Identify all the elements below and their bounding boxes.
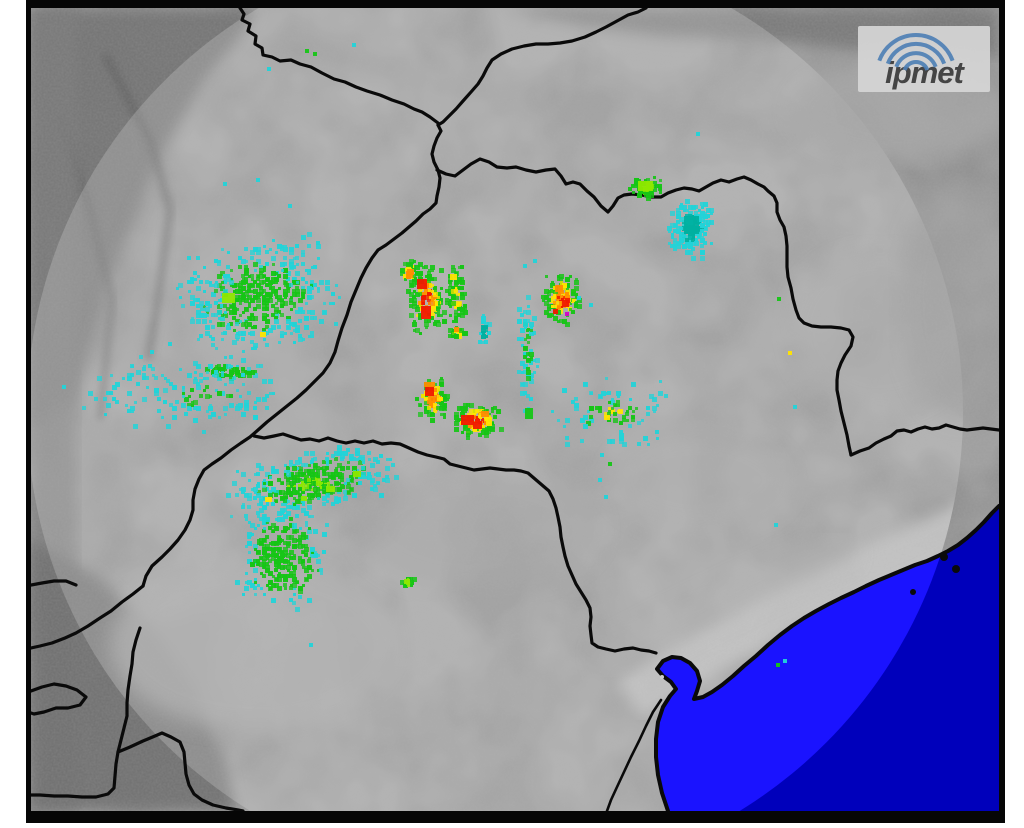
ipmet-logo: ipmet xyxy=(858,26,990,92)
border-mg-top xyxy=(238,8,440,125)
coastline xyxy=(654,504,999,811)
border-south-b xyxy=(116,731,245,811)
border-sp-rj xyxy=(849,423,999,457)
border-west xyxy=(31,584,145,650)
border-ms-sp-top xyxy=(436,8,648,127)
precipitation-layer xyxy=(62,43,797,667)
border-pr-sc xyxy=(605,698,663,811)
border-sp-pr xyxy=(252,432,658,655)
island xyxy=(940,553,948,561)
state-borders xyxy=(31,8,999,811)
island xyxy=(910,589,916,595)
border-sp-mg-east xyxy=(435,157,855,457)
border-left-stub xyxy=(31,579,78,587)
border-iguazu xyxy=(31,682,88,716)
ocean xyxy=(654,504,999,811)
border-parana-river xyxy=(141,123,443,588)
bay-islet xyxy=(660,675,664,679)
map-content: ipmet xyxy=(31,8,999,811)
island xyxy=(952,565,960,573)
ipmet-logo-arcs-icon xyxy=(877,33,955,71)
